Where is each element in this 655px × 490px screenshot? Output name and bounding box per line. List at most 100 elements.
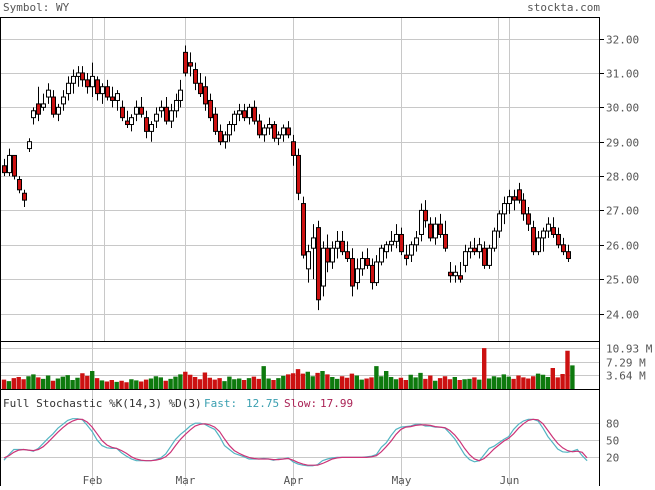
price-tick-label: 32.00 xyxy=(606,34,639,47)
volume-bar xyxy=(335,378,340,389)
stochastic-tick-label: 50 xyxy=(606,435,619,448)
volume-bar xyxy=(447,379,453,389)
candle-down xyxy=(139,106,144,115)
candle-up xyxy=(115,93,120,101)
volume-bar xyxy=(516,375,521,389)
volume-bar xyxy=(540,374,546,389)
volume-bar xyxy=(560,374,565,389)
month-tick-label: May xyxy=(392,474,412,486)
volume-bar xyxy=(246,378,252,389)
candle-up xyxy=(71,75,76,84)
candle-up xyxy=(169,110,174,122)
candle-up xyxy=(41,103,46,108)
volume-bar xyxy=(364,378,369,389)
candle-down xyxy=(125,120,130,126)
volume-bar xyxy=(41,378,46,389)
volume-bar xyxy=(75,377,80,389)
volume-bar xyxy=(109,380,114,389)
volume-bar xyxy=(462,379,467,389)
volume-bar xyxy=(217,378,222,389)
volume-tick-label: 10.93 M xyxy=(606,343,653,356)
volume-bar xyxy=(344,377,350,389)
candle-down xyxy=(316,227,321,301)
candle-up xyxy=(394,233,399,242)
month-tick-label: Apr xyxy=(284,474,304,486)
candle-up xyxy=(232,113,237,126)
candle-down xyxy=(458,275,463,280)
candle-up xyxy=(46,89,51,98)
stochastic-k-line xyxy=(3,418,588,467)
volume-bar xyxy=(535,373,541,389)
price-candles xyxy=(2,45,571,311)
volume-bar xyxy=(550,368,555,389)
volume-bar xyxy=(565,350,570,389)
volume-bar xyxy=(173,376,178,389)
volume-bar xyxy=(423,378,428,389)
volume-bar xyxy=(16,377,21,389)
candle-down xyxy=(257,120,262,136)
candle-down xyxy=(404,254,409,260)
candle-down xyxy=(340,240,345,253)
candle-up xyxy=(276,134,281,139)
stochastic-tick-label: 80 xyxy=(606,418,619,431)
volume-bar xyxy=(212,379,217,389)
candle-down xyxy=(2,165,7,174)
candle-down xyxy=(213,113,218,132)
volume-bar xyxy=(261,366,266,389)
volume-bar xyxy=(80,373,85,389)
candle-down xyxy=(242,110,247,119)
candle-up xyxy=(497,213,502,232)
candle-up xyxy=(262,127,267,136)
candle-up xyxy=(330,247,335,263)
candle-down xyxy=(517,189,522,201)
volume-bar xyxy=(6,381,12,389)
candle-down xyxy=(198,82,203,95)
volume-bar xyxy=(442,376,448,389)
candle-down xyxy=(566,251,571,260)
candle-up xyxy=(281,127,286,136)
candle-down xyxy=(110,96,115,101)
candle-up xyxy=(541,230,546,239)
price-tick-label: 26.00 xyxy=(606,240,639,253)
candle-up xyxy=(409,244,414,256)
volume-bar xyxy=(36,377,41,389)
price-tick-label: 24.00 xyxy=(606,309,639,322)
candle-up xyxy=(76,72,81,77)
fast-value: 12.75 xyxy=(246,397,279,410)
candle-down xyxy=(345,251,350,260)
fast-label: Fast: xyxy=(204,397,237,410)
volume-bar xyxy=(570,365,575,389)
volume-bar xyxy=(290,373,296,389)
candle-up xyxy=(502,203,507,215)
volume-bar xyxy=(349,373,355,389)
candle-down xyxy=(301,203,306,256)
volume-bar xyxy=(129,379,134,389)
candle-down xyxy=(17,179,22,191)
volume-bar xyxy=(374,366,379,389)
volume-bar xyxy=(413,377,418,389)
month-tick-label: Jun xyxy=(500,474,520,486)
volume-bar xyxy=(241,380,247,389)
candle-up xyxy=(174,99,179,112)
candle-down xyxy=(183,51,188,74)
volume-bar xyxy=(354,375,359,389)
volume-bar xyxy=(153,376,159,389)
candle-up xyxy=(61,96,66,105)
volume-bar xyxy=(457,380,462,389)
volume-bar xyxy=(1,379,7,389)
candle-down xyxy=(218,130,223,143)
volume-bar xyxy=(266,378,271,389)
volume-bar xyxy=(477,379,482,389)
volume-bar xyxy=(60,376,65,389)
slow-value: 17.99 xyxy=(320,397,353,410)
candle-down xyxy=(252,106,257,122)
volume-bar xyxy=(139,381,144,389)
candle-down xyxy=(551,227,556,235)
volume-bar xyxy=(163,380,168,389)
candle-up xyxy=(389,240,394,246)
month-tick-label: Feb xyxy=(83,474,103,486)
candle-up xyxy=(31,110,36,119)
candle-down xyxy=(203,86,208,105)
candle-down xyxy=(144,117,149,132)
